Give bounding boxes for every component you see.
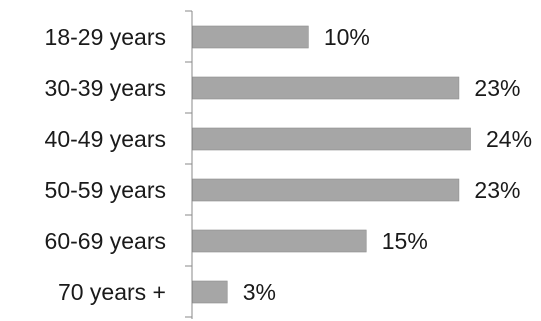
bar: [192, 178, 460, 202]
value-label: 10%: [324, 24, 370, 50]
category-labels: 18-29 years 30-39 years 40-49 years 50-59 y…: [45, 24, 166, 305]
category-label: 50-59 years: [45, 177, 166, 203]
category-label: 70 years +: [58, 279, 166, 305]
category-label: 18-29 years: [45, 24, 166, 50]
value-label: 23%: [474, 177, 520, 203]
value-label: 15%: [382, 228, 428, 254]
bar: [192, 76, 460, 100]
category-label: 60-69 years: [45, 228, 166, 254]
bars: [192, 25, 471, 304]
category-label: 30-39 years: [45, 75, 166, 101]
bar: [192, 127, 471, 151]
category-label: 40-49 years: [45, 126, 166, 152]
bar: [192, 280, 228, 304]
category-axis: [185, 10, 193, 319]
value-labels: 10% 23% 24% 23% 15% 3%: [243, 24, 532, 305]
bar: [192, 229, 367, 253]
bar: [192, 25, 309, 49]
value-label: 24%: [486, 126, 532, 152]
value-label: 3%: [243, 279, 276, 305]
value-label: 23%: [474, 75, 520, 101]
